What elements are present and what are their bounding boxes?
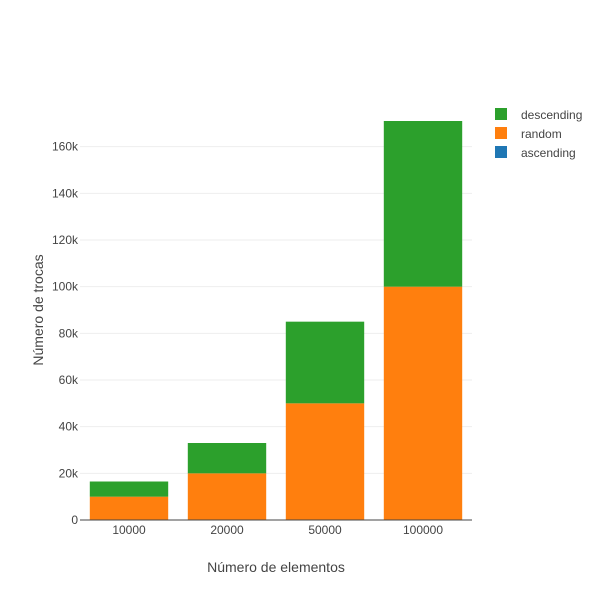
y-tick-label: 140k <box>52 186 79 200</box>
bars <box>89 121 463 520</box>
y-tick-label: 20k <box>59 466 79 480</box>
bar-descending-10000[interactable] <box>89 481 169 497</box>
legend-label: descending <box>521 108 582 122</box>
x-tick-label: 50000 <box>308 523 342 537</box>
legend[interactable]: descending random ascending <box>495 108 582 160</box>
legend-label: random <box>521 127 562 141</box>
y-tick-label: 120k <box>52 233 79 247</box>
y-tick-label: 40k <box>59 420 79 434</box>
legend-swatch <box>495 146 507 158</box>
y-tick-label: 60k <box>59 373 79 387</box>
y-axis-ticks: 0 20k 40k 60k 80k 100k 120k 140k 160k <box>52 140 79 527</box>
legend-label: ascending <box>521 146 576 160</box>
x-tick-label: 10000 <box>112 523 146 537</box>
bar-random-10000[interactable] <box>89 496 169 520</box>
legend-swatch <box>495 127 507 139</box>
legend-item-ascending[interactable]: ascending <box>495 146 576 160</box>
bar-random-20000[interactable] <box>187 473 267 520</box>
bar-descending-50000[interactable] <box>285 321 365 404</box>
x-tick-label: 100000 <box>403 523 443 537</box>
bar-descending-20000[interactable] <box>187 443 267 474</box>
x-axis-ticks: 10000 20000 50000 100000 <box>112 523 443 537</box>
x-axis-title: Número de elementos <box>207 559 345 575</box>
bar-descending-100000[interactable] <box>383 121 463 287</box>
y-tick-label: 0 <box>71 513 78 527</box>
legend-item-descending[interactable]: descending <box>495 108 582 122</box>
legend-swatch <box>495 108 507 120</box>
bar-random-50000[interactable] <box>285 403 365 520</box>
y-axis-title: Número de trocas <box>30 254 46 365</box>
y-tick-label: 80k <box>59 326 79 340</box>
y-tick-label: 100k <box>52 280 79 294</box>
legend-item-random[interactable]: random <box>495 127 562 141</box>
gridlines <box>80 146 472 474</box>
x-tick-label: 20000 <box>210 523 244 537</box>
bar-random-100000[interactable] <box>383 286 463 520</box>
y-tick-label: 160k <box>52 140 79 154</box>
